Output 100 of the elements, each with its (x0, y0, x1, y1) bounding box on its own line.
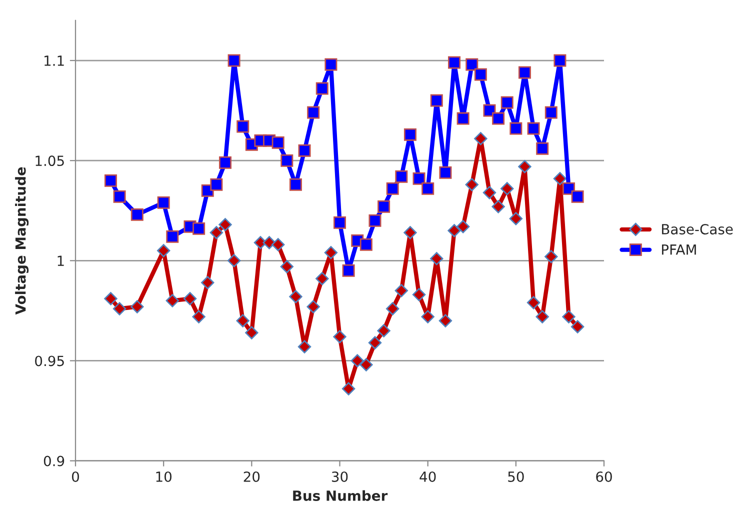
point (236, 314, 250, 328)
x-tick-label: 60 (596, 471, 612, 482)
point (227, 254, 241, 268)
point (201, 276, 214, 290)
point (562, 182, 576, 195)
point (422, 182, 434, 195)
point (210, 226, 224, 240)
point (192, 222, 206, 235)
point (350, 354, 364, 368)
point (183, 292, 197, 306)
point (245, 326, 258, 340)
point (553, 172, 567, 186)
point (474, 68, 487, 81)
point (104, 174, 117, 187)
point (289, 178, 302, 191)
point (316, 272, 329, 286)
point (342, 264, 355, 277)
y-tick-label: 1 (58, 256, 64, 266)
point (368, 336, 382, 350)
point (536, 310, 549, 324)
point (536, 142, 549, 155)
point (544, 250, 558, 264)
point (518, 160, 532, 174)
point (483, 104, 496, 117)
x-tick-label: 40 (420, 471, 436, 482)
point (438, 314, 452, 328)
point (113, 190, 126, 203)
point (360, 358, 373, 372)
point (157, 196, 170, 209)
y-tick-label: 0.9 (44, 456, 64, 466)
point (210, 178, 223, 191)
x-axis-title: Bus Number (293, 490, 388, 501)
point (368, 214, 382, 227)
y-tick-label: 1.05 (36, 156, 64, 166)
point (554, 54, 566, 67)
point (404, 128, 416, 141)
point (272, 136, 284, 149)
point (571, 190, 584, 203)
x-tick-label: 30 (332, 471, 348, 482)
point (570, 320, 584, 334)
point (500, 182, 514, 196)
point (228, 54, 240, 67)
x-tick-label: 0 (72, 471, 79, 482)
point (334, 216, 346, 229)
point (527, 122, 540, 135)
point (306, 300, 320, 314)
point (492, 200, 505, 214)
point (456, 112, 470, 125)
point (492, 112, 505, 125)
point (386, 302, 400, 316)
point (510, 122, 522, 135)
point (360, 238, 372, 251)
point (298, 340, 312, 354)
point (465, 178, 478, 192)
point (526, 296, 540, 310)
point (104, 292, 118, 306)
x-tick-label: 20 (244, 471, 260, 482)
x-tick-label: 10 (156, 471, 172, 482)
point (262, 236, 276, 250)
legend-label: Base-Case (662, 224, 733, 234)
point (112, 302, 126, 316)
point (430, 252, 444, 266)
point (509, 212, 523, 226)
point (518, 66, 531, 79)
point (218, 218, 232, 232)
point (378, 200, 390, 213)
y-axis-title: Voltage Magnitude (15, 167, 29, 315)
point (544, 106, 558, 119)
point (316, 82, 328, 95)
point (404, 226, 417, 240)
point (412, 288, 426, 302)
point (395, 170, 408, 183)
point (324, 246, 338, 260)
point (130, 300, 144, 314)
point (482, 186, 496, 200)
point (280, 154, 294, 167)
y-tick-label: 1.1 (44, 56, 64, 66)
x-tick-label: 50 (508, 471, 524, 482)
point (466, 58, 478, 71)
point (439, 166, 452, 179)
point (474, 132, 488, 146)
point (166, 294, 179, 308)
point (192, 310, 206, 324)
point (448, 224, 461, 238)
point (456, 220, 470, 234)
point (166, 230, 179, 243)
point (280, 260, 294, 274)
point (130, 208, 144, 221)
point (430, 94, 443, 107)
point (412, 172, 426, 185)
point (394, 284, 408, 298)
point (218, 156, 232, 169)
point (500, 96, 514, 109)
point (289, 290, 302, 304)
point (236, 120, 250, 133)
legend-label: PFAM (662, 244, 696, 255)
point (156, 244, 170, 258)
point (377, 324, 390, 338)
point (272, 238, 285, 252)
point (307, 106, 320, 119)
